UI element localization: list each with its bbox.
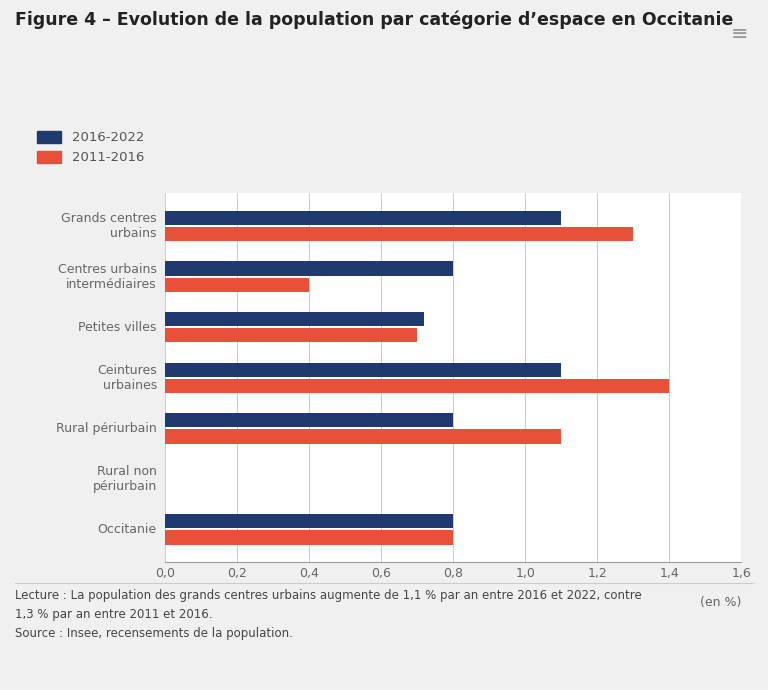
Text: Lecture : La population des grands centres urbains augmente de 1,1 % par an entr: Lecture : La population des grands centr…	[15, 589, 642, 640]
Bar	[165, 262, 453, 275]
Text: Figure 4 – Evolution de la population par catégorie d’espace en Occitanie: Figure 4 – Evolution de la population pa…	[15, 10, 733, 29]
Bar	[165, 514, 453, 529]
Bar	[165, 429, 561, 444]
Bar	[165, 227, 633, 242]
Bar	[165, 277, 309, 292]
Bar	[165, 531, 453, 544]
Bar	[165, 211, 561, 225]
Legend: 2016-2022, 2011-2016: 2016-2022, 2011-2016	[38, 131, 144, 164]
Text: (en %): (en %)	[700, 595, 741, 609]
Bar	[165, 363, 561, 377]
Bar	[165, 328, 417, 342]
Bar	[165, 312, 424, 326]
Bar	[165, 379, 669, 393]
Text: ≡: ≡	[731, 24, 749, 44]
Bar	[165, 413, 453, 427]
